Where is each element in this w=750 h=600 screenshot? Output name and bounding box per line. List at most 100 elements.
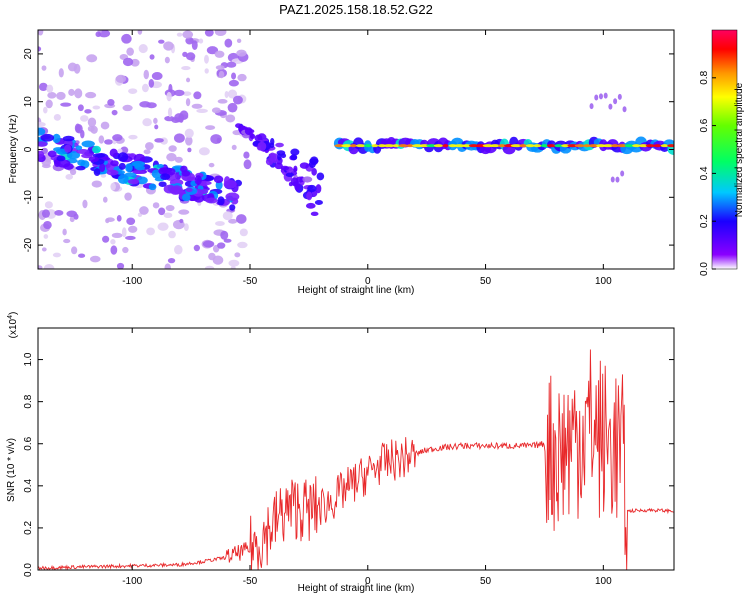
heatmap-blob bbox=[87, 117, 97, 128]
heatmap-blob bbox=[115, 74, 127, 83]
heatmap-blob bbox=[111, 232, 123, 239]
heatmap-blob bbox=[567, 144, 579, 148]
heatmap-blob bbox=[63, 163, 74, 170]
heatmap-blob bbox=[69, 216, 75, 223]
heatmap-blob bbox=[185, 136, 193, 146]
heatmap-blob bbox=[206, 46, 219, 55]
heatmap-blob bbox=[185, 52, 196, 61]
heatmap-blob bbox=[212, 255, 224, 265]
heatmap-blob bbox=[622, 106, 627, 113]
heatmap-blob bbox=[112, 134, 123, 142]
heatmap-blob bbox=[525, 144, 535, 148]
heatmap-blob bbox=[106, 169, 119, 176]
heatmap-blob bbox=[90, 125, 98, 134]
heatmap-blob bbox=[142, 118, 152, 127]
heatmap-blob bbox=[171, 117, 180, 123]
heatmap-y-axis-title: Frequency (Hz) bbox=[8, 115, 19, 184]
heatmap-blob bbox=[182, 30, 194, 39]
heatmap-blob bbox=[145, 142, 154, 151]
heatmap-blob bbox=[231, 72, 237, 80]
colorbar-tick-label: 0.0 bbox=[699, 262, 710, 276]
heatmap-blob bbox=[364, 144, 372, 148]
heatmap-blob bbox=[167, 107, 173, 118]
heatmap-blob bbox=[268, 152, 277, 162]
heatmap-blob bbox=[122, 57, 134, 67]
heatmap-blob bbox=[228, 259, 240, 267]
heatmap-blob bbox=[227, 102, 238, 113]
colorbar-tick-label: 0.8 bbox=[699, 70, 710, 84]
heatmap-blob bbox=[154, 124, 159, 130]
heatmap-blob bbox=[41, 247, 47, 252]
heatmap-blob bbox=[186, 176, 197, 182]
heatmap-blob bbox=[224, 38, 233, 48]
heatmap-blob bbox=[638, 144, 649, 148]
heatmap-blob bbox=[306, 191, 313, 201]
heatmap-blob bbox=[80, 115, 89, 122]
heatmap-blob bbox=[89, 255, 101, 263]
heatmap-blob bbox=[122, 246, 129, 254]
heatmap-blob bbox=[180, 165, 188, 173]
heatmap-blob bbox=[667, 144, 674, 148]
heatmap-blob bbox=[174, 156, 183, 163]
heatmap-blob bbox=[92, 153, 106, 158]
x-tick-label: 100 bbox=[595, 576, 612, 587]
heatmap-blob bbox=[38, 127, 46, 136]
heatmap-blob bbox=[231, 144, 237, 151]
heatmap-blob bbox=[116, 215, 122, 222]
heatmap-blob bbox=[277, 153, 282, 161]
heatmap-blob bbox=[62, 135, 75, 142]
heatmap-blob bbox=[314, 200, 323, 206]
heatmap-blob bbox=[280, 165, 290, 171]
heatmap-blob bbox=[237, 241, 248, 249]
heatmap-blob bbox=[174, 244, 183, 255]
chart-title: PAZ1.2025.158.18.52.G22 bbox=[279, 2, 433, 17]
heatmap-blob bbox=[40, 133, 55, 142]
heatmap-blob bbox=[299, 162, 310, 169]
heatmap-blob bbox=[60, 102, 72, 107]
heatmap-blob bbox=[128, 134, 138, 140]
heatmap-blob bbox=[131, 160, 145, 168]
heatmap-blob bbox=[63, 238, 71, 244]
heatmap-blob bbox=[285, 172, 295, 178]
heatmap-blob bbox=[173, 133, 185, 143]
colorbar-ticks: 0.0 0.2 0.4 0.6 0.8 bbox=[699, 70, 716, 276]
heatmap-blob bbox=[613, 98, 618, 105]
heatmap-blob bbox=[47, 92, 57, 99]
heatmap-blob bbox=[88, 156, 99, 163]
heatmap-blob bbox=[288, 182, 293, 187]
heatmap-blob bbox=[78, 253, 86, 258]
heatmap-blob bbox=[143, 69, 150, 80]
heatmap-blob bbox=[110, 182, 116, 191]
heatmap-blob bbox=[109, 148, 118, 158]
heatmap-blob bbox=[224, 90, 229, 99]
heatmap-blob bbox=[198, 147, 210, 156]
heatmap-blob bbox=[120, 146, 129, 154]
heatmap-blob bbox=[236, 38, 242, 44]
heatmap-blob bbox=[77, 159, 86, 166]
heatmap-blob bbox=[45, 99, 53, 109]
heatmap-blob bbox=[104, 139, 113, 145]
heatmap-plot bbox=[38, 30, 674, 269]
heatmap-x-axis-title: Height of straight line (km) bbox=[298, 285, 415, 296]
heatmap-blob bbox=[615, 176, 620, 183]
heatmap-x-axis: -100 -50 0 50 100 bbox=[122, 30, 612, 287]
heatmap-blob bbox=[53, 114, 61, 121]
heatmap-blob bbox=[41, 209, 50, 218]
heatmap-blob bbox=[164, 56, 170, 64]
heatmap-blob bbox=[75, 145, 83, 151]
heatmap-blob bbox=[632, 144, 641, 148]
heatmap-blob bbox=[223, 238, 232, 243]
x-tick-label: 50 bbox=[480, 576, 492, 587]
heatmap-blob bbox=[215, 65, 225, 70]
heatmap-blob bbox=[43, 106, 48, 114]
heatmap-blob bbox=[143, 149, 151, 155]
heatmap-blob bbox=[356, 144, 366, 148]
heatmap-blob bbox=[126, 47, 134, 56]
heatmap-blob bbox=[122, 104, 133, 112]
heatmap-blob bbox=[56, 91, 66, 100]
x-tick-label: 50 bbox=[480, 276, 492, 287]
heatmap-blob bbox=[232, 95, 243, 105]
heatmap-blob bbox=[95, 31, 102, 38]
heatmap-blob bbox=[204, 30, 214, 37]
heatmap-blob bbox=[111, 109, 118, 116]
